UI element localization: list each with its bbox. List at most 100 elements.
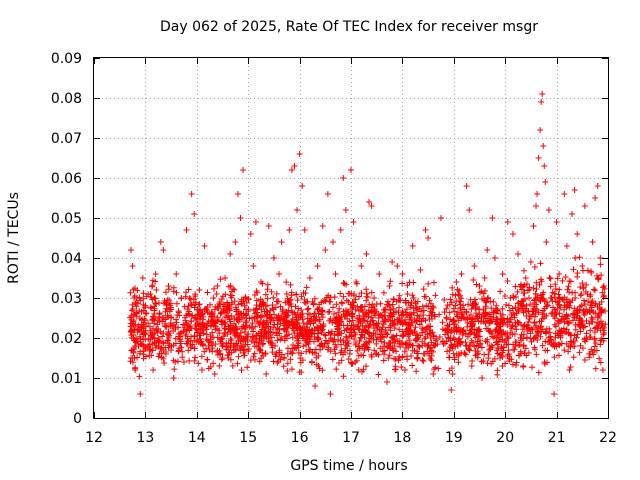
- data-point: [289, 350, 296, 357]
- y-axis-ticks: 0 0.01 0.02 0.03 0.04 0.05 0.06 0.07 0.08 0.09: [51, 51, 608, 427]
- data-point: [599, 289, 606, 296]
- data-point: [570, 343, 577, 350]
- x-tick-label: 14: [188, 430, 206, 446]
- data-point: [285, 331, 292, 338]
- data-point: [248, 325, 255, 332]
- data-point: [533, 203, 540, 209]
- data-point: [551, 343, 558, 350]
- data-point: [540, 289, 547, 296]
- data-point: [345, 299, 352, 305]
- data-point: [300, 343, 307, 350]
- data-point: [427, 308, 434, 315]
- data-point: [431, 366, 438, 373]
- data-point: [473, 342, 480, 349]
- data-point: [556, 271, 563, 277]
- data-point: [545, 207, 552, 213]
- data-point: [277, 336, 284, 343]
- data-point: [262, 325, 269, 332]
- data-point: [592, 310, 599, 317]
- data-point: [239, 323, 246, 330]
- data-point: [391, 336, 398, 343]
- data-point: [259, 323, 266, 330]
- data-point: [361, 347, 368, 354]
- data-point: [151, 310, 158, 317]
- data-point: [463, 183, 470, 189]
- data-point: [378, 327, 385, 333]
- data-point: [268, 334, 275, 341]
- data-point: [525, 349, 532, 356]
- data-point: [233, 316, 240, 323]
- data-point: [240, 337, 247, 344]
- data-point: [556, 295, 563, 302]
- data-point: [161, 360, 168, 367]
- data-point: [153, 300, 160, 307]
- data-point: [312, 383, 319, 389]
- data-point: [481, 351, 488, 358]
- data-point: [358, 368, 365, 375]
- data-point: [565, 348, 572, 355]
- data-point: [210, 285, 217, 292]
- data-point: [572, 337, 579, 344]
- data-point: [343, 310, 350, 317]
- data-point: [354, 347, 361, 354]
- data-point: [201, 348, 208, 355]
- data-point: [598, 306, 605, 313]
- data-point: [409, 362, 416, 369]
- data-point: [394, 263, 401, 269]
- data-point: [453, 311, 460, 318]
- data-point: [486, 343, 493, 349]
- data-point: [486, 311, 493, 318]
- data-point: [134, 287, 141, 294]
- data-point: [531, 297, 538, 304]
- data-point: [250, 328, 257, 335]
- data-point: [533, 279, 540, 286]
- data-point: [499, 349, 506, 356]
- data-point: [191, 304, 198, 311]
- data-point: [165, 344, 172, 351]
- data-point: [465, 301, 472, 308]
- data-point: [227, 325, 234, 332]
- data-point: [217, 276, 224, 283]
- data-point: [601, 329, 608, 336]
- data-point: [544, 347, 551, 354]
- data-point: [599, 320, 606, 327]
- data-point: [192, 315, 199, 322]
- data-point: [446, 309, 453, 316]
- data-point: [527, 259, 534, 265]
- data-point: [145, 320, 152, 327]
- y-tick-label: 0.03: [51, 291, 82, 307]
- data-point: [251, 339, 258, 346]
- data-point: [284, 367, 291, 374]
- data-point: [304, 315, 311, 322]
- data-point: [166, 302, 173, 309]
- data-point: [588, 346, 595, 353]
- data-point: [274, 314, 281, 321]
- data-point: [567, 331, 574, 338]
- data-point: [420, 312, 427, 319]
- data-point: [343, 281, 350, 288]
- data-point: [472, 304, 479, 311]
- data-point: [449, 345, 456, 352]
- data-point: [508, 325, 515, 332]
- data-point: [311, 295, 318, 302]
- data-point: [461, 350, 468, 357]
- data-point: [149, 296, 156, 303]
- data-point: [484, 325, 491, 332]
- data-point: [128, 247, 135, 253]
- data-point: [523, 352, 530, 359]
- data-point: [152, 344, 159, 351]
- data-point: [222, 291, 229, 298]
- data-point: [470, 276, 477, 283]
- data-point: [407, 302, 414, 309]
- data-point: [228, 301, 235, 308]
- data-point: [381, 351, 388, 358]
- data-point: [404, 291, 411, 297]
- data-point: [512, 294, 519, 301]
- data-point: [139, 275, 146, 281]
- data-point: [170, 375, 177, 381]
- data-point: [534, 330, 541, 337]
- data-point: [191, 211, 198, 217]
- data-point: [272, 330, 279, 337]
- data-point: [429, 348, 436, 355]
- data-point: [249, 333, 256, 340]
